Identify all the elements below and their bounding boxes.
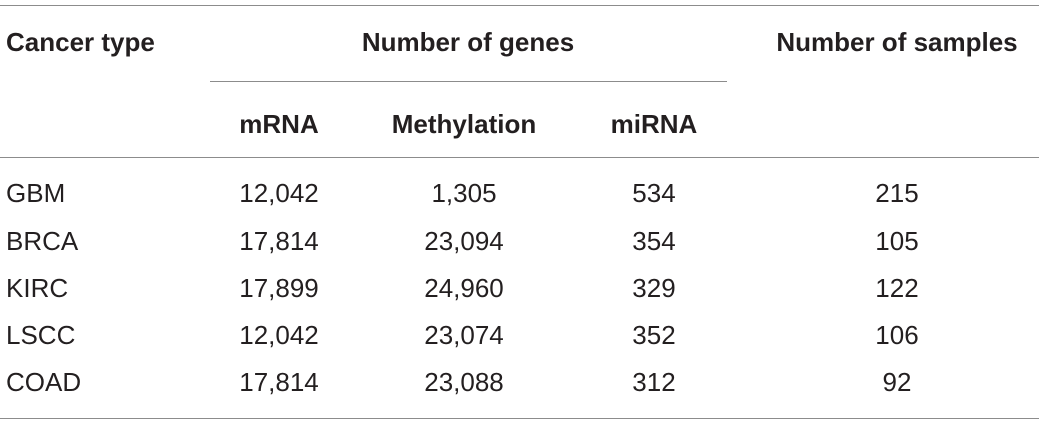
cell-samples: 92 xyxy=(882,367,912,397)
cell-methylation: 23,088 xyxy=(424,367,504,397)
cell-mirna: 354 xyxy=(632,226,676,256)
cell-methylation: 24,960 xyxy=(424,273,504,303)
top-rule xyxy=(0,5,1039,6)
cell-mirna: 329 xyxy=(632,273,676,303)
cell-mrna: 17,814 xyxy=(239,226,319,256)
cell-samples: 106 xyxy=(875,320,919,350)
cell-methylation: 23,094 xyxy=(424,226,504,256)
header-methylation: Methylation xyxy=(391,109,537,139)
bottom-rule xyxy=(0,418,1039,419)
cell-mirna: 352 xyxy=(632,320,676,350)
cell-samples: 215 xyxy=(875,178,919,208)
cell-cancer-type: BRCA xyxy=(6,226,79,256)
cell-mrna: 12,042 xyxy=(239,320,319,350)
cell-cancer-type: COAD xyxy=(6,367,82,397)
header-number-of-samples: Number of samples xyxy=(776,27,1018,57)
cell-methylation: 23,074 xyxy=(424,320,504,350)
header-bottom-rule xyxy=(0,157,1039,158)
cell-cancer-type: LSCC xyxy=(6,320,76,350)
cell-cancer-type: KIRC xyxy=(6,273,69,303)
cell-mrna: 17,814 xyxy=(239,367,319,397)
header-mirna: miRNA xyxy=(610,109,698,139)
cell-mirna: 312 xyxy=(632,367,676,397)
cell-methylation: 1,305 xyxy=(431,178,497,208)
cell-samples: 105 xyxy=(875,226,919,256)
header-mrna: mRNA xyxy=(239,109,319,139)
cell-mrna: 17,899 xyxy=(239,273,319,303)
header-cancer-type: Cancer type xyxy=(6,27,155,57)
cell-mrna: 12,042 xyxy=(239,178,319,208)
header-number-of-genes: Number of genes xyxy=(361,27,575,57)
cell-mirna: 534 xyxy=(632,178,676,208)
genes-group-rule xyxy=(210,81,727,82)
cell-cancer-type: GBM xyxy=(6,178,66,208)
cell-samples: 122 xyxy=(875,273,919,303)
